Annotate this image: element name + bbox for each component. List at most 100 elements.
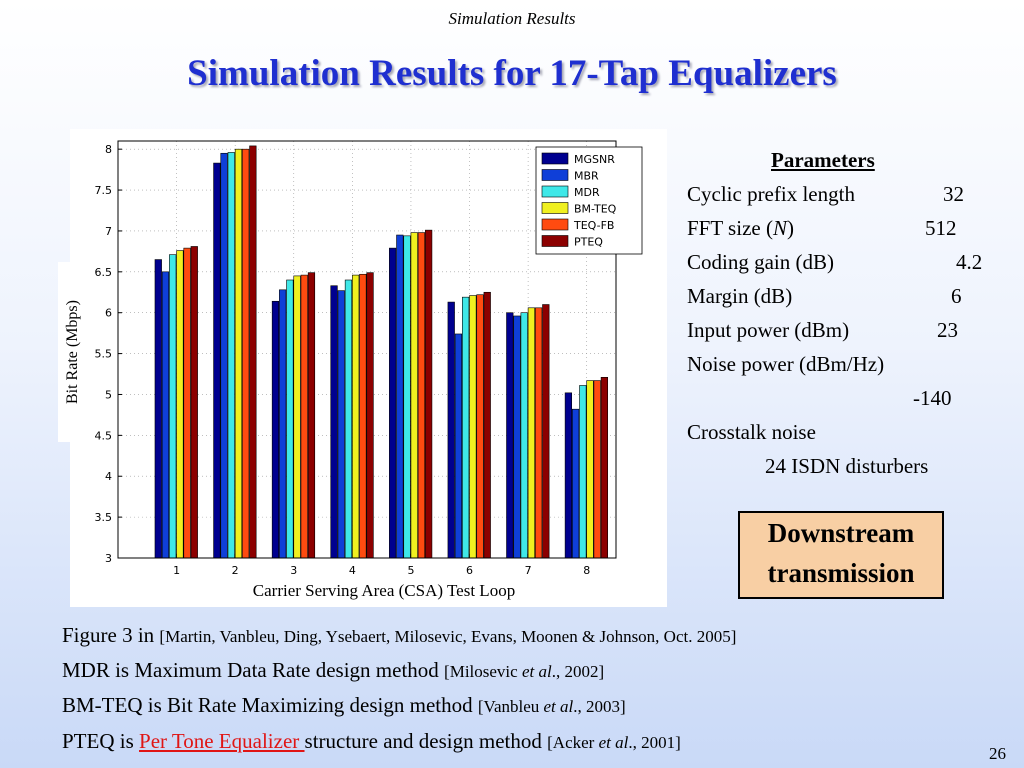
bar-mdr <box>169 254 177 559</box>
param-noise-power: Noise power (dBm/Hz) <box>687 347 884 381</box>
bar-mbr <box>572 408 580 559</box>
x-tick-label: 1 <box>173 564 180 577</box>
caption-main-cont: structure and design method <box>304 729 548 753</box>
bar-mbr <box>220 152 228 559</box>
bar-mdr <box>227 152 235 559</box>
bar-mgsnr <box>271 300 280 559</box>
bar-mdr <box>579 385 587 559</box>
y-tick-label: 3 <box>105 552 112 565</box>
param-label: Margin (dB) <box>687 284 793 308</box>
bar-mbr <box>513 315 521 559</box>
bar-pteq <box>249 145 257 559</box>
bar-pteq <box>425 229 433 559</box>
bar-mbr <box>279 289 287 559</box>
bar-bm-teq <box>586 380 594 559</box>
legend-label: BM-TEQ <box>574 203 617 216</box>
slide-title: Simulation Results for 17-Tap Equalizers <box>187 53 837 94</box>
bar-teq-fb <box>476 294 484 559</box>
y-tick-label: 5.5 <box>95 348 113 361</box>
y-tick-label: 6 <box>105 307 112 320</box>
x-tick-label: 7 <box>525 564 532 577</box>
caption-main: MDR is Maximum Data Rate design method <box>62 658 445 682</box>
x-tick-label: 5 <box>407 564 414 577</box>
bar-bm-teq <box>293 275 301 559</box>
bar-teq-fb <box>242 148 250 559</box>
bar-teq-fb <box>183 247 191 559</box>
param-label-italic: N <box>772 216 787 240</box>
caption-figure: Figure 3 in [Martin, Vanbleu, Ding, Yseb… <box>62 623 736 648</box>
bar-mgsnr <box>330 285 338 559</box>
bar-mdr <box>462 296 470 559</box>
param-crosstalk: Crosstalk noise <box>687 420 816 444</box>
caption-bmteq: BM-TEQ is Bit Rate Maximizing design met… <box>62 693 626 718</box>
y-tick-label: 5 <box>105 388 112 401</box>
param-label: Coding gain (dB) <box>687 250 834 274</box>
bar-mgsnr <box>213 162 221 559</box>
bar-mbr <box>337 290 345 559</box>
y-axis-label: Bit Rate (Mbps) <box>64 300 81 404</box>
bar-teq-fb <box>359 273 367 559</box>
bar-bm-teq <box>469 295 477 559</box>
x-tick-label: 2 <box>232 564 239 577</box>
param-label: FFT size ( <box>687 216 773 240</box>
parameters-heading: Parameters <box>771 148 875 172</box>
y-tick-label: 6.5 <box>95 266 113 279</box>
param-label-end: ) <box>786 216 794 240</box>
x-tick-label: 8 <box>583 564 590 577</box>
bar-mgsnr <box>447 301 455 559</box>
downstream-box: Downstream transmission <box>738 511 944 599</box>
param-input-power: Input power (dBm) 23 <box>687 313 958 347</box>
bar-mdr <box>344 279 353 559</box>
x-tick-label: 3 <box>290 564 297 577</box>
bar-mdr <box>286 279 294 559</box>
param-label: Cyclic prefix length <box>687 182 855 206</box>
param-value: 4.2 <box>956 250 983 274</box>
x-axis-label: Carrier Serving Area (CSA) Test Loop <box>252 581 516 600</box>
bar-mgsnr <box>389 247 397 559</box>
legend-label: PTEQ <box>574 236 603 249</box>
chart-panel: 3 3.5 4 4.5 5 5.5 6 6.5 7 7.5 8 1 2 3 4 5 6 7 8 MGSNR MBR MDR… <box>70 129 667 607</box>
bar-mdr <box>520 312 528 559</box>
bar-pteq <box>600 377 609 559</box>
bar-chart: 3 3.5 4 4.5 5 5.5 6 6.5 7 7.5 8 1 2 3 4 5 6 7 8 MGSNR MBR MDR… <box>95 140 643 577</box>
caption-main: Figure 3 in <box>62 623 160 647</box>
y-axis-label-box: Bit Rate (Mbps) <box>58 262 88 442</box>
y-tick-label: 4.5 <box>95 429 113 442</box>
y-tick-label: 4 <box>105 470 112 483</box>
bar-mbr <box>454 333 463 559</box>
caption-ref: [Martin, Vanbleu, Ding, Ysebaert, Milose… <box>159 627 737 646</box>
legend-swatch <box>541 235 569 247</box>
legend-label: MGSNR <box>574 153 615 166</box>
per-tone-equalizer-link[interactable]: Per Tone Equalizer <box>139 729 305 753</box>
param-noise-power-value: -140 <box>913 386 952 410</box>
bar-mbr <box>161 271 170 559</box>
param-label: Noise power (dBm/Hz) <box>687 352 885 376</box>
bar-mbr <box>396 234 404 559</box>
bar-pteq <box>483 291 491 559</box>
legend-swatch <box>541 218 569 231</box>
downstream-line1: Downstream <box>767 518 915 548</box>
bar-teq-fb <box>300 274 308 559</box>
caption-ref: [Vanbleu et al., 2003] <box>477 697 626 716</box>
y-tick-label: 7 <box>105 225 112 238</box>
x-tick-label: 6 <box>466 564 473 577</box>
param-value: 6 <box>951 284 962 308</box>
legend-swatch <box>541 169 569 181</box>
y-tick-label: 8 <box>105 143 112 156</box>
bar-bm-teq <box>410 232 418 559</box>
param-fft-size: FFT size (N) 512 <box>687 211 957 245</box>
bar-bm-teq <box>527 307 536 559</box>
param-crosstalk-value: 24 ISDN disturbers <box>765 454 929 478</box>
slide-header: Simulation Results <box>448 9 576 28</box>
legend-label: MBR <box>574 170 599 183</box>
bar-bm-teq <box>234 148 243 559</box>
bar-bm-teq <box>352 274 360 559</box>
caption-main: BM-TEQ is Bit Rate Maximizing design met… <box>62 693 478 717</box>
bar-mgsnr <box>506 312 514 559</box>
caption-ref: [Milosevic et al., 2002] <box>444 662 605 681</box>
bar-bm-teq <box>176 250 184 559</box>
legend-label: MDR <box>574 186 600 199</box>
bar-pteq <box>542 304 550 559</box>
param-value: 32 <box>943 182 964 206</box>
param-value: 23 <box>937 318 958 342</box>
